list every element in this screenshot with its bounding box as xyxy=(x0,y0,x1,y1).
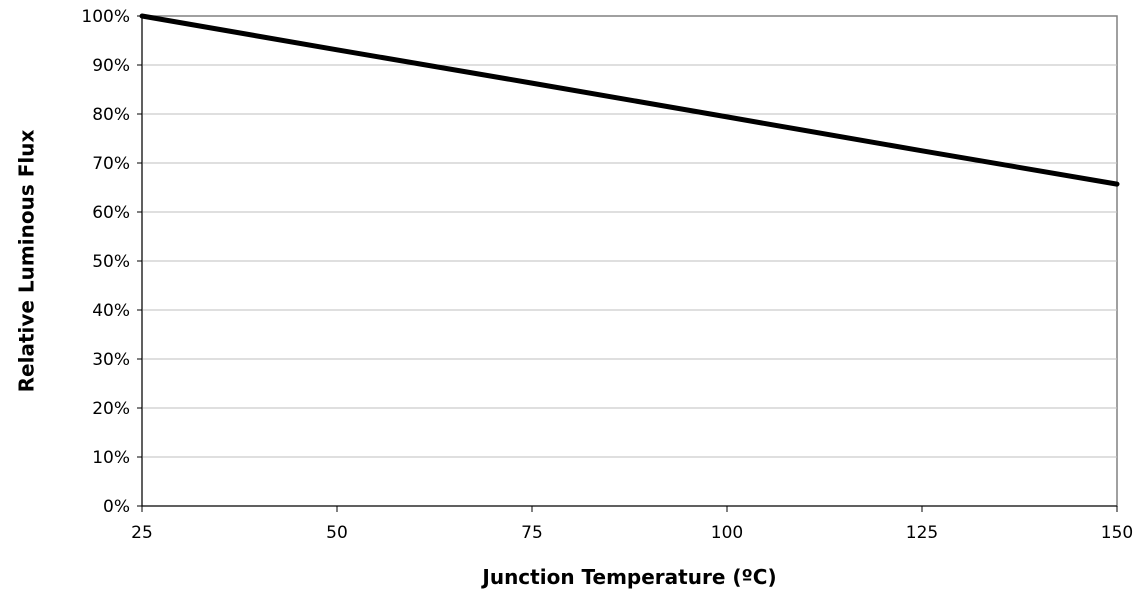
x-axis-title: Junction Temperature (ºC) xyxy=(480,565,776,589)
y-tick-label: 60% xyxy=(92,203,130,223)
x-tick-label: 125 xyxy=(906,523,938,543)
x-tick-label: 150 xyxy=(1101,523,1133,543)
series-line xyxy=(139,13,1120,187)
y-tick-label: 40% xyxy=(92,301,130,321)
y-tick-label: 20% xyxy=(92,399,130,419)
y-tick-label: 10% xyxy=(92,448,130,468)
x-axis-ticks: 25 50 75 100 125 150 xyxy=(131,506,1133,543)
y-axis-ticks: 0% 10% 20% 30% 40% 50% 60% 70% 80% 90% 100% xyxy=(81,7,142,517)
y-tick-label: 100% xyxy=(81,7,130,27)
plot-area xyxy=(139,13,1120,507)
y-tick-label: 50% xyxy=(92,252,130,272)
y-tick-label: 0% xyxy=(103,497,130,517)
x-tick-label: 100 xyxy=(711,523,743,543)
y-axis-title: Relative Luminous Flux xyxy=(15,130,39,393)
gridlines xyxy=(142,64,1117,458)
x-tick-label: 75 xyxy=(521,523,543,543)
x-tick-label: 50 xyxy=(326,523,348,543)
y-tick-label: 90% xyxy=(92,56,130,76)
y-tick-label: 80% xyxy=(92,105,130,125)
x-tick-label: 25 xyxy=(131,523,153,543)
y-tick-label: 70% xyxy=(92,154,130,174)
y-tick-label: 30% xyxy=(92,350,130,370)
